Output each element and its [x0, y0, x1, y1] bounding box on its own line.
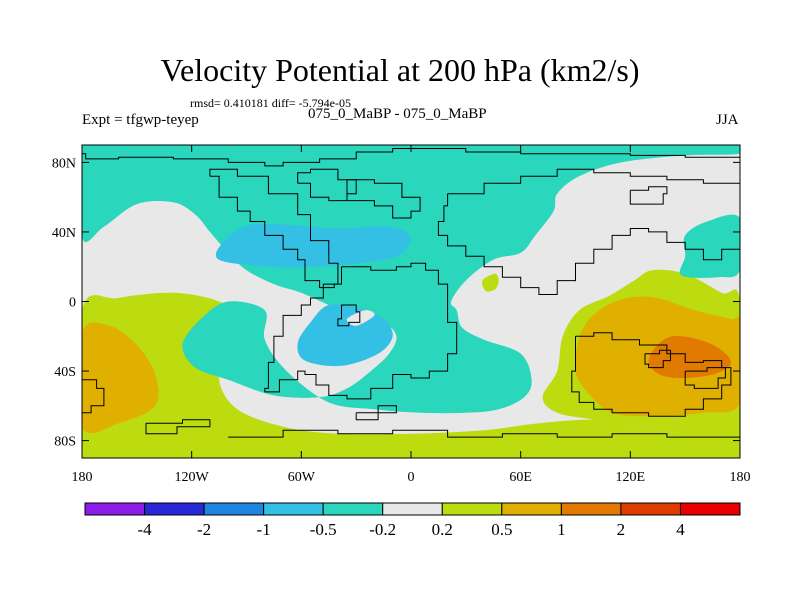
coastline-eurasia-north-coast — [82, 148, 740, 167]
chart-title: Velocity Potential at 200 hPa (km2/s) — [160, 52, 640, 88]
colorbar-swatch — [679, 502, 741, 516]
colorbar-swatch — [441, 502, 503, 516]
region-south-pacific-positive — [82, 292, 740, 458]
coastline-east-continent-bay — [629, 186, 668, 205]
coastline-southern-ocean-islands — [355, 405, 397, 421]
colorbar-label: 4 — [676, 520, 685, 539]
coastline-equatorial-lake — [337, 304, 361, 327]
contour-fills — [82, 145, 740, 458]
colorbar-swatch — [382, 502, 443, 516]
x-tick-label: 0 — [408, 470, 415, 485]
coastline-north-atlantic-continent — [209, 168, 339, 289]
region-north-atlantic-negative — [82, 145, 740, 414]
colorbar-label: 0.5 — [491, 520, 512, 539]
coastline-southwest-islands — [145, 419, 211, 435]
y-tick-label: 80N — [52, 156, 76, 171]
y-tick-label: 0 — [69, 296, 76, 311]
colorbar-swatch — [203, 502, 265, 516]
case-label: 075_0_MaBP - 075_0_MaBP — [308, 106, 487, 122]
coastline-north-continent-interior — [297, 168, 357, 202]
colorbar-swatch — [322, 502, 384, 516]
season-label: JJA — [716, 112, 739, 128]
experiment-label: Expt = tfgwp-teyep — [82, 112, 199, 128]
x-tick-label: 180 — [72, 470, 93, 485]
colorbar-label: 2 — [617, 520, 626, 539]
colorbar: -4 -2 -1 -0.5 -0.2 0.2 0.5 1 2 4 — [84, 502, 741, 539]
colorbar-swatch — [620, 502, 681, 516]
x-tick-label: 60E — [509, 470, 532, 485]
colorbar-swatch — [560, 502, 622, 516]
x-tick-label: 180 — [730, 470, 751, 485]
x-tick-label: 60W — [288, 470, 316, 485]
coastline-southern-interior — [644, 349, 671, 369]
region-central-asia-positive — [481, 273, 499, 292]
colorbar-swatch — [501, 502, 562, 516]
colorbar-label: -0.2 — [369, 520, 396, 539]
colorbar-label: 0.2 — [432, 520, 453, 539]
colorbar-label: -0.5 — [310, 520, 337, 539]
coastline-polar-rim-south — [228, 429, 740, 438]
colorbar-label: -1 — [257, 520, 271, 539]
coastline-southeast-islands — [684, 367, 726, 389]
region-north-pacific-negative — [679, 214, 740, 278]
colorbar-swatch — [263, 502, 324, 516]
coastline-northeast-continent — [346, 179, 421, 219]
axes: 180 120W 60W 0 60E 120E 180 80N 40N 0 40S 80S — [52, 145, 751, 485]
colorbar-swatch — [144, 502, 205, 516]
x-tick-label: 120W — [175, 470, 210, 485]
y-tick-label: 40S — [54, 365, 76, 380]
coastlines — [82, 148, 740, 438]
coastline-east-continent — [437, 168, 740, 295]
colorbar-swatch — [84, 502, 146, 516]
coastline-southern-continent — [571, 332, 732, 417]
x-tick-label: 120E — [616, 470, 646, 485]
coastline-west-island — [82, 379, 105, 414]
colorbar-label: -4 — [137, 520, 152, 539]
stats-label: rmsd= 0.410181 diff= -5.794e-05 — [190, 96, 351, 110]
colorbar-label: -2 — [197, 520, 211, 539]
coastline-equatorial-continent — [264, 262, 458, 400]
y-tick-label: 80S — [54, 435, 76, 450]
colorbar-label: 1 — [557, 520, 566, 539]
y-tick-label: 40N — [52, 226, 76, 241]
